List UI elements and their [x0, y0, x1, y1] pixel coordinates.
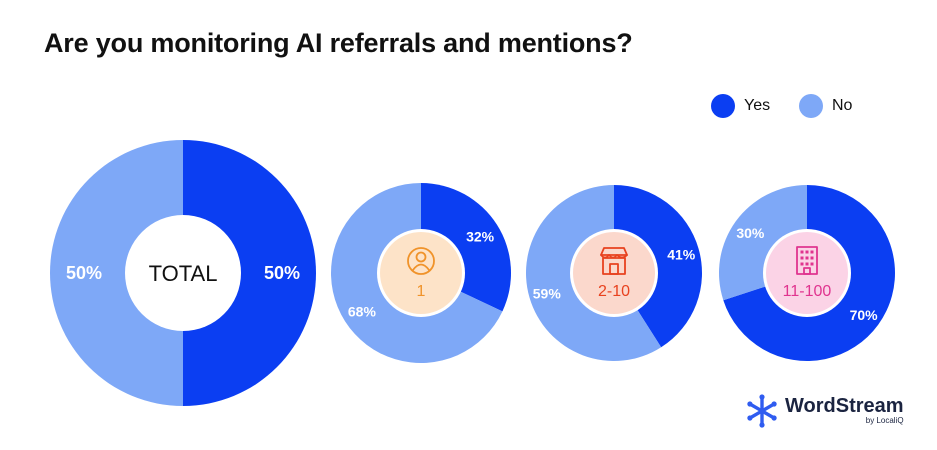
wordstream-logo: WordStream by LocaliQ: [745, 394, 904, 428]
legend-label-yes: Yes: [744, 97, 771, 114]
legend-item-yes: Yes: [711, 94, 770, 118]
center-badge: [766, 232, 848, 314]
brand-name: WordStream: [785, 395, 904, 417]
center-label: 11-100: [783, 283, 832, 300]
center-label: TOTAL: [149, 261, 218, 286]
legend-item-no: No: [799, 94, 852, 118]
donut-chart-3: 41% 59% 2-10: [526, 185, 703, 361]
center-badge: [573, 232, 655, 314]
data-label-yes: 41%: [667, 246, 696, 262]
slice-yes: [183, 140, 316, 406]
donut-chart-4: 70% 30% 11-100: [719, 185, 896, 361]
slice-no: [50, 140, 183, 406]
center-label: 1: [417, 283, 426, 300]
data-label-no: 68%: [348, 304, 377, 320]
data-label-no: 50%: [66, 263, 102, 283]
donut-hole: [125, 215, 241, 331]
brand-subtitle: by LocaliQ: [865, 416, 904, 425]
data-label-yes: 32%: [466, 228, 495, 244]
donut-chart-2: 32% 68% 1: [331, 183, 511, 363]
legend-swatch-yes: [711, 94, 735, 118]
center-label: 2-10: [598, 283, 630, 300]
wordstream-logo-icon: [747, 394, 777, 428]
center-badge: [380, 232, 462, 314]
data-label-yes: 70%: [850, 307, 879, 323]
chart-title: Are you monitoring AI referrals and ment…: [44, 28, 633, 58]
data-label-no: 30%: [736, 225, 765, 241]
legend-swatch-no: [799, 94, 823, 118]
data-label-no: 59%: [533, 286, 562, 302]
legend-label-no: No: [832, 97, 853, 114]
data-label-yes: 50%: [264, 263, 300, 283]
storefront-icon: [600, 247, 628, 275]
office-building-icon: [796, 246, 818, 275]
donut-chart-1: 50% 50% TOTAL: [50, 140, 316, 406]
person-icon: [407, 247, 435, 275]
